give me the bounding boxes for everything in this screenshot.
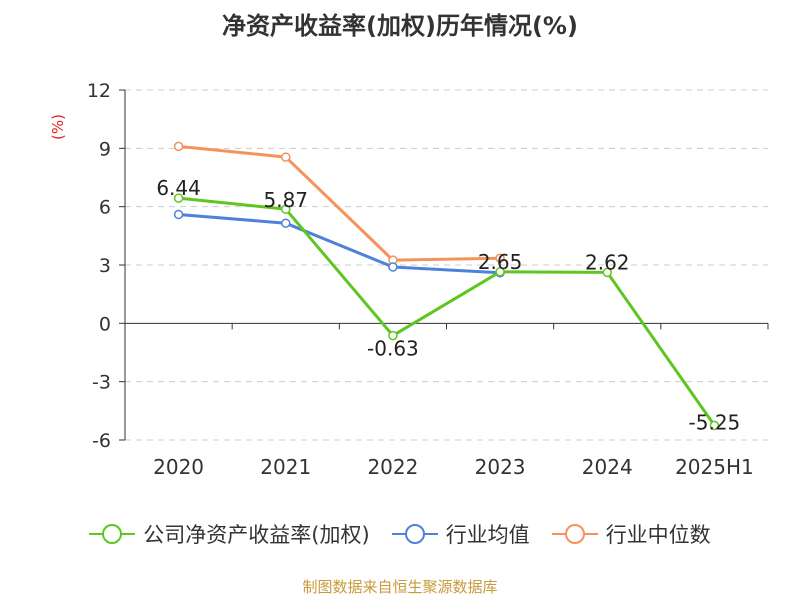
legend-item-company[interactable]: 公司净资产收益率(加权) xyxy=(89,519,370,549)
data-point xyxy=(388,330,398,341)
y-tick-label: -6 xyxy=(92,430,111,452)
x-tick-label: 2021 xyxy=(260,455,311,479)
y-tick-label: 3 xyxy=(99,255,111,277)
data-point xyxy=(281,204,291,214)
legend-marker-company xyxy=(89,524,136,544)
y-tick-label: 12 xyxy=(87,80,111,102)
data-point xyxy=(281,218,291,228)
y-tick-label: 6 xyxy=(99,197,111,219)
data-label: -5.25 xyxy=(689,410,741,434)
data-point xyxy=(173,193,184,203)
series-line xyxy=(178,196,716,427)
chart-title: 净资产收益率(加权)历年情况(%) xyxy=(222,12,578,40)
data-point xyxy=(388,262,398,272)
data-label: 2.62 xyxy=(585,250,630,274)
y-tick-label: 0 xyxy=(99,313,111,335)
legend-label-company: 公司净资产收益率(加权) xyxy=(143,523,370,547)
series-line xyxy=(178,212,501,275)
legend-marker-industry-median xyxy=(551,524,598,544)
data-point xyxy=(173,141,184,152)
legend-label-industry-median: 行业中位数 xyxy=(605,523,711,547)
source-note: 制图数据来自恒生聚源数据库 xyxy=(302,578,498,596)
x-tick-label: 2023 xyxy=(475,455,526,479)
y-tick-label: 9 xyxy=(99,138,111,160)
legend-marker-industry-mean xyxy=(391,524,438,544)
legend-item-industry-mean[interactable]: 行业均值 xyxy=(391,519,530,549)
data-point xyxy=(709,420,720,431)
data-point xyxy=(173,209,184,220)
data-label: -0.63 xyxy=(367,337,419,361)
x-tick-label: 2025H1 xyxy=(675,455,754,479)
data-point xyxy=(495,267,505,277)
data-point xyxy=(602,267,612,278)
x-tick-label: 2022 xyxy=(367,455,418,479)
y-axis-label: (%) xyxy=(49,114,67,140)
data-point xyxy=(495,253,505,263)
data-label: 6.44 xyxy=(156,176,201,200)
data-point xyxy=(281,152,291,162)
legend-label-industry-mean: 行业均值 xyxy=(445,523,530,547)
series-line xyxy=(178,144,501,262)
y-tick-label: -3 xyxy=(92,372,111,394)
x-tick-label: 2024 xyxy=(582,455,633,479)
legend-item-industry-median[interactable]: 行业中位数 xyxy=(551,519,711,549)
data-label: 2.65 xyxy=(478,250,523,274)
legend: 公司净资产收益率(加权) 行业均值 行业中位数 xyxy=(0,519,800,549)
data-label: 5.87 xyxy=(263,188,308,212)
x-tick-label: 2020 xyxy=(153,455,204,479)
